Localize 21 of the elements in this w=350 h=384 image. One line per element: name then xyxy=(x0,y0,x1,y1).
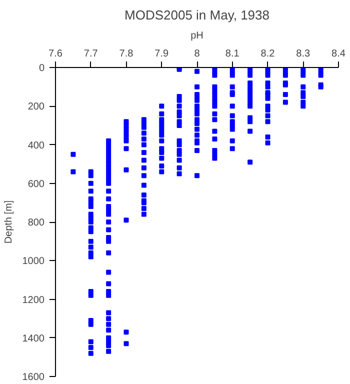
y-tick-label: 0 xyxy=(38,63,45,74)
y-tick-label: 1000 xyxy=(22,256,45,268)
x-tick-label: 8.2 xyxy=(260,48,276,60)
y-tick-label: 1600 xyxy=(22,372,45,383)
x-tick-label: 8.3 xyxy=(296,48,311,60)
x-tick-label: 7.8 xyxy=(119,48,134,60)
y-tick-label: 400 xyxy=(28,140,45,152)
y-tick-label: 1400 xyxy=(22,333,45,344)
y-tick-label: 200 xyxy=(28,102,45,113)
chart-title: MODS2005 in May, 1938 xyxy=(124,8,270,22)
x-tick-label: 8.4 xyxy=(332,48,346,60)
y-tick-label: 800 xyxy=(28,218,45,228)
x-tick-label: 8.1 xyxy=(225,48,240,60)
y-tick-label: 600 xyxy=(28,178,45,190)
y-axis-title: Depth [m] xyxy=(3,200,14,244)
x-axis-title: pH xyxy=(190,30,204,42)
x-tick-label: 7.9 xyxy=(154,48,170,60)
x-tick-label: 7.7 xyxy=(84,48,98,60)
x-tick-label: 8 xyxy=(194,48,200,60)
x-tick-label: 7.6 xyxy=(48,48,63,60)
y-tick-label: 1200 xyxy=(22,294,45,306)
